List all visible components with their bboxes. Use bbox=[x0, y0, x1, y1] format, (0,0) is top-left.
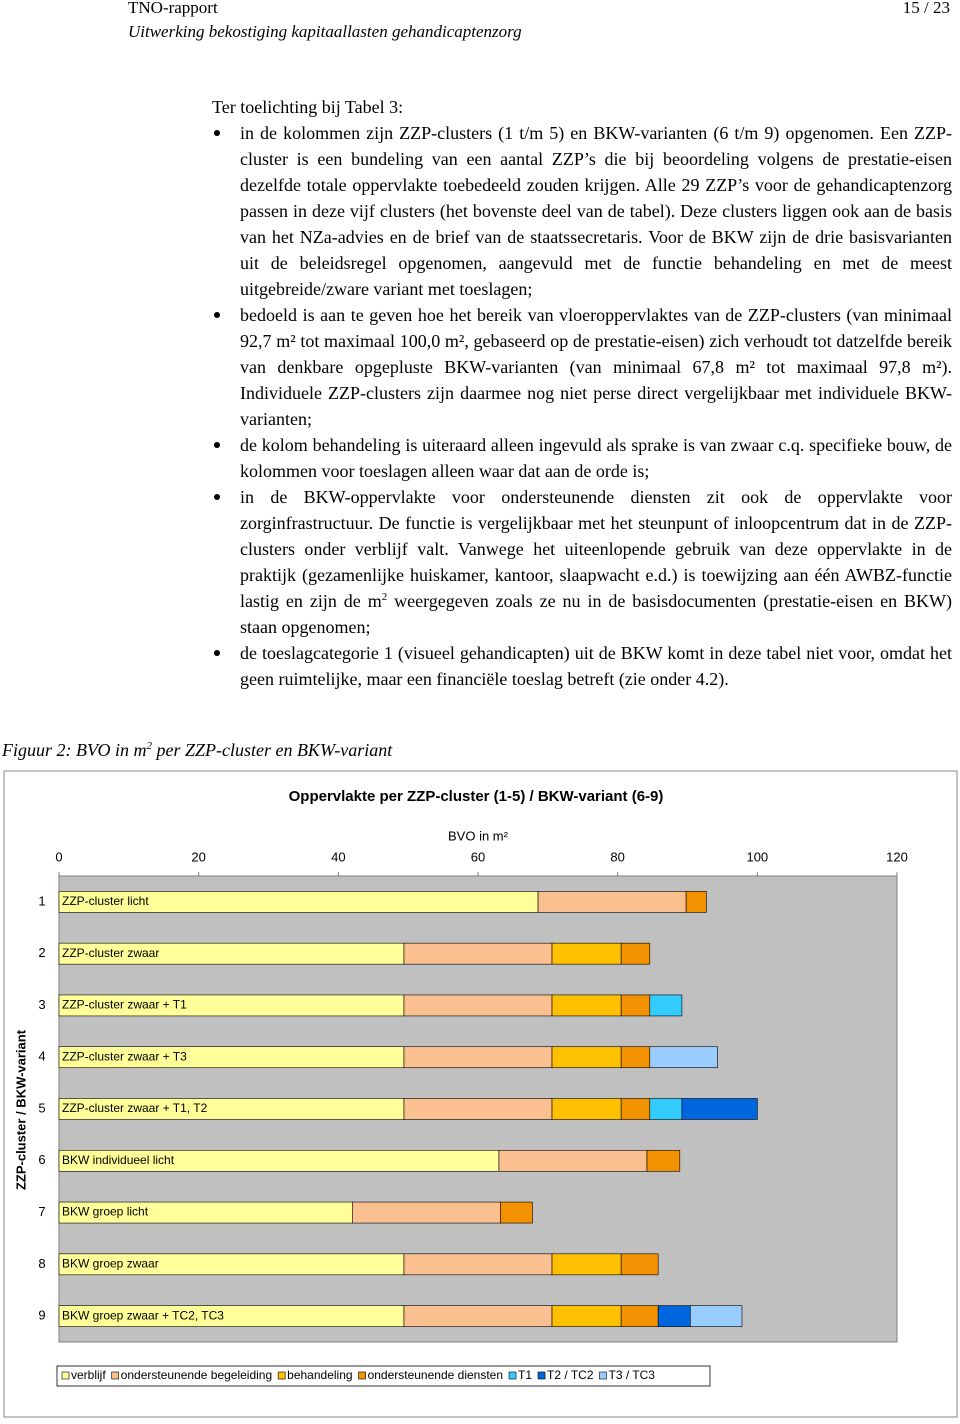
text-segment: Figuur 2: BVO in m bbox=[2, 740, 147, 760]
legend-label: ondersteunende begeleiding bbox=[121, 1368, 272, 1382]
intro: Ter toelichting bij Tabel 3: bbox=[212, 97, 404, 117]
legend-swatch bbox=[599, 1371, 607, 1380]
bar-label: ZZP-cluster zwaar + T1 bbox=[62, 998, 187, 1012]
y-tick-label: 1 bbox=[38, 893, 45, 908]
text-segment: per ZZP-cluster en BKW-variant bbox=[151, 740, 393, 760]
bar-segment bbox=[537, 891, 687, 913]
x-tick-label: 0 bbox=[55, 849, 62, 864]
bar-segment bbox=[646, 1149, 681, 1172]
legend-label: ondersteunende diensten bbox=[368, 1368, 503, 1382]
legend-swatch bbox=[277, 1371, 286, 1380]
bar-segment bbox=[685, 891, 707, 913]
text-segment: de toeslagcategorie 1 (visueel gehandica… bbox=[240, 643, 952, 689]
y-tick-label: 7 bbox=[38, 1204, 45, 1219]
text-segment: in de kolommen zijn ZZP-clusters (1 t/m … bbox=[240, 123, 952, 299]
bar-segment bbox=[498, 1149, 648, 1172]
header-subtitle: Uitwerking bekostiging kapitaallasten ge… bbox=[128, 22, 522, 41]
bullet-item: de kolom behandeling is uiteraard alleen… bbox=[214, 432, 952, 484]
x-axis-label: BVO in m² bbox=[448, 828, 509, 843]
bar-segment bbox=[351, 1201, 501, 1224]
bar-segment bbox=[500, 1201, 533, 1224]
bar-segment bbox=[620, 1046, 651, 1069]
text-segment: weergegeven zoals ze nu in de basisdocum… bbox=[240, 591, 952, 637]
legend-label: T3 / TC3 bbox=[609, 1368, 656, 1382]
text-segment: in de BKW-oppervlakte voor ondersteunend… bbox=[240, 487, 952, 611]
y-tick-label: 2 bbox=[38, 945, 45, 960]
y-tick-label: 8 bbox=[38, 1256, 45, 1271]
bullet-item: in de kolommen zijn ZZP-clusters (1 t/m … bbox=[214, 120, 952, 302]
bar-segment bbox=[551, 942, 622, 965]
bar-segment bbox=[649, 1046, 718, 1069]
bullet-item: bedoeld is aan te geven hoe het bereik v… bbox=[214, 302, 952, 432]
bar-segment bbox=[551, 1253, 622, 1276]
bar-segment bbox=[681, 1098, 758, 1120]
bar-label: BKW groep zwaar bbox=[62, 1257, 159, 1271]
superscript: 2 bbox=[381, 591, 388, 603]
bar-segment bbox=[649, 994, 683, 1017]
bar-segment bbox=[689, 1305, 743, 1327]
bar-segment bbox=[403, 1305, 553, 1327]
y-tick-label: 9 bbox=[38, 1308, 45, 1323]
legend-label: behandeling bbox=[287, 1368, 352, 1382]
bar-segment bbox=[620, 942, 651, 965]
y-tick-label: 3 bbox=[38, 997, 45, 1012]
bar-label: ZZP-cluster zwaar bbox=[62, 946, 159, 960]
x-tick-label: 40 bbox=[331, 849, 345, 864]
chart-title: Oppervlakte per ZZP-cluster (1-5) / BKW-… bbox=[289, 788, 664, 805]
legend-swatch bbox=[61, 1371, 70, 1380]
text-segment: de kolom behandeling is uiteraard alleen… bbox=[240, 435, 952, 481]
bar-segment bbox=[551, 1098, 622, 1120]
bar-label: BKW groep zwaar + TC2, TC3 bbox=[62, 1308, 224, 1322]
bar-segment bbox=[551, 1305, 622, 1327]
legend: verblijf ondersteunende begeleiding behand… bbox=[56, 1365, 711, 1387]
bar-label: ZZP-cluster licht bbox=[62, 894, 149, 908]
bar-segment bbox=[403, 994, 553, 1017]
x-tick-label: 80 bbox=[610, 849, 624, 864]
legend-label: T2 / TC2 bbox=[547, 1368, 594, 1382]
bar-segment bbox=[403, 1253, 553, 1276]
legend-label: verblijf bbox=[71, 1368, 106, 1382]
legend-swatch bbox=[358, 1371, 366, 1380]
bar-segment bbox=[620, 1305, 659, 1327]
header-title: TNO-rapport bbox=[128, 0, 218, 17]
x-tick-label: 100 bbox=[746, 849, 768, 864]
legend-label: T1 bbox=[518, 1368, 532, 1382]
bar-segment bbox=[620, 1098, 651, 1120]
legend-swatch bbox=[537, 1371, 546, 1380]
bar-segment bbox=[403, 1046, 553, 1069]
y-tick-label: 5 bbox=[38, 1100, 45, 1115]
bar-segment bbox=[620, 994, 651, 1017]
x-tick-label: 60 bbox=[471, 849, 485, 864]
legend-frame bbox=[56, 1365, 711, 1387]
bar-label: ZZP-cluster zwaar + T1, T2 bbox=[62, 1101, 208, 1115]
superscript: 2 bbox=[146, 740, 152, 752]
bullet-list: in de kolommen zijn ZZP-clusters (1 t/m … bbox=[214, 120, 952, 692]
page-number: 15 / 23 bbox=[902, 0, 950, 17]
bar-segment bbox=[657, 1305, 691, 1327]
bar-segment bbox=[403, 942, 553, 965]
legend-swatch bbox=[111, 1371, 119, 1380]
bullet-item: in de BKW-oppervlakte voor ondersteunend… bbox=[214, 484, 952, 640]
bar-segment bbox=[551, 1046, 622, 1069]
bar-segment bbox=[620, 1253, 659, 1276]
bar-label: BKW groep licht bbox=[62, 1205, 149, 1219]
text-segment: bedoeld is aan te geven hoe het bereik v… bbox=[240, 305, 952, 429]
bar-segment bbox=[649, 1098, 683, 1120]
x-tick-label: 20 bbox=[191, 849, 205, 864]
bar-segment bbox=[551, 994, 622, 1017]
bar-label: ZZP-cluster zwaar + T3 bbox=[62, 1049, 187, 1063]
figure-caption: Figuur 2: BVO in m2 per ZZP-cluster en B… bbox=[2, 740, 392, 761]
bar-label: BKW individueel licht bbox=[62, 1153, 175, 1167]
bar-segment bbox=[403, 1098, 553, 1120]
y-axis-label: ZZP-cluster / BKW-variant bbox=[13, 1029, 28, 1190]
legend-swatch bbox=[508, 1371, 517, 1380]
bullet-item: de toeslagcategorie 1 (visueel gehandica… bbox=[214, 640, 952, 692]
x-tick-label: 120 bbox=[886, 849, 908, 864]
y-tick-label: 4 bbox=[38, 1049, 45, 1064]
y-tick-label: 6 bbox=[38, 1152, 45, 1167]
